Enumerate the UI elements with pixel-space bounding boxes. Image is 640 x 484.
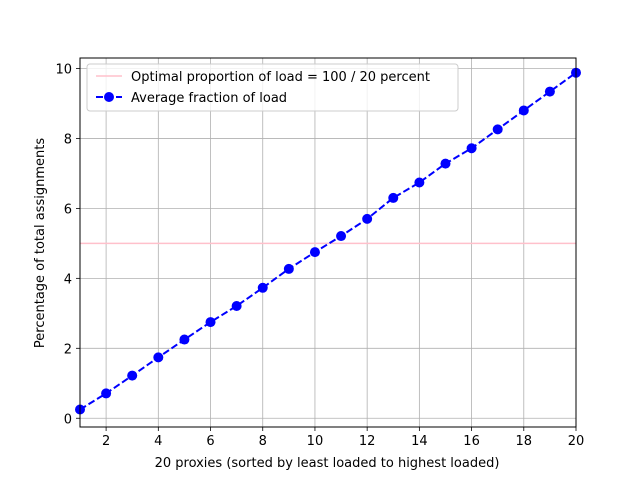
series-1-point xyxy=(153,352,164,363)
series-1-point xyxy=(179,334,190,345)
plot-series xyxy=(75,67,581,415)
y-tick-label: 2 xyxy=(64,342,72,357)
series-1-point xyxy=(336,231,347,242)
plot-frame xyxy=(79,57,577,428)
y-tick-label: 4 xyxy=(64,272,72,287)
y-tick-label: 6 xyxy=(64,202,72,217)
series-1-point xyxy=(231,300,242,311)
series-1-point xyxy=(205,317,216,328)
series-1-point xyxy=(414,177,425,188)
series-1-point xyxy=(518,105,529,116)
y-axis-ticks: 0 2 4 6 8 10 xyxy=(55,62,80,427)
y-axis-label: Percentage of total assignments xyxy=(33,138,48,348)
series-1-point xyxy=(283,263,294,274)
y-tick-label: 10 xyxy=(55,62,72,77)
series-1-point xyxy=(544,86,555,97)
x-axis-ticks: 2 4 6 8 10 12 14 16 18 20 xyxy=(102,427,584,449)
legend-optimal-label: Optimal proportion of load = 100 / 20 pe… xyxy=(131,70,430,85)
x-tick-label: 2 xyxy=(102,434,110,449)
x-tick-label: 8 xyxy=(259,434,267,449)
series-1-point xyxy=(440,158,451,169)
x-tick-label: 14 xyxy=(411,434,428,449)
x-tick-label: 16 xyxy=(463,434,480,449)
series-1-point xyxy=(257,282,268,293)
x-axis-label: 20 proxies (sorted by least loaded to hi… xyxy=(155,456,500,471)
series-1-point xyxy=(127,370,138,381)
legend-average-label: Average fraction of load xyxy=(131,91,287,106)
series-1-point xyxy=(466,143,477,154)
series-1-point xyxy=(492,124,503,135)
x-tick-label: 20 xyxy=(568,434,585,449)
y-tick-label: 0 xyxy=(64,412,72,427)
legend: Optimal proportion of load = 100 / 20 pe… xyxy=(86,63,459,112)
series-1-point xyxy=(388,192,399,203)
legend-box xyxy=(86,63,459,112)
series-1-point xyxy=(362,213,373,224)
series-1-point xyxy=(309,247,320,258)
y-tick-label: 8 xyxy=(64,132,72,147)
x-tick-label: 10 xyxy=(307,434,324,449)
grid-lines xyxy=(80,58,577,427)
legend-average-marker xyxy=(104,92,114,102)
series-1-point xyxy=(101,388,112,399)
x-tick-label: 12 xyxy=(359,434,376,449)
x-tick-label: 18 xyxy=(516,434,533,449)
x-tick-label: 6 xyxy=(206,434,214,449)
x-tick-label: 4 xyxy=(154,434,162,449)
